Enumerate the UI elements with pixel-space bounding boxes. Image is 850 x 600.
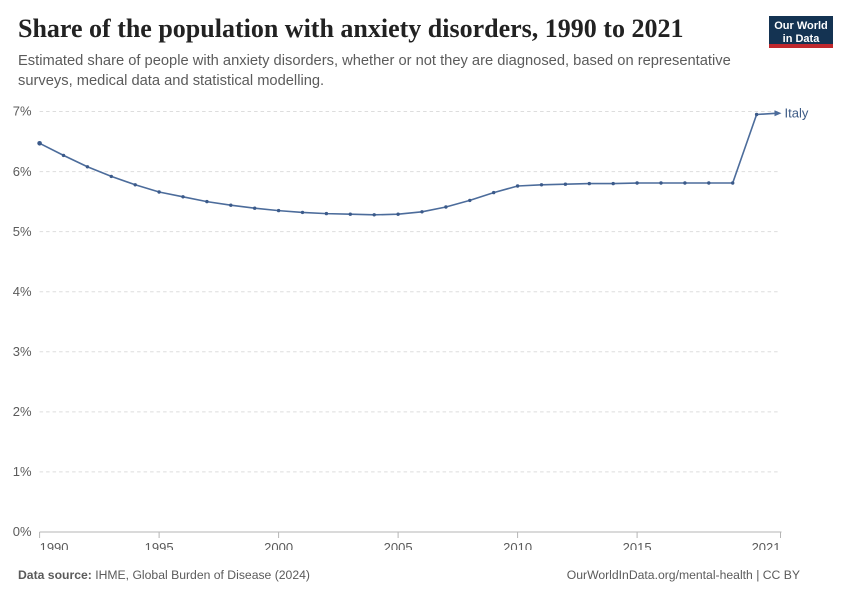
svg-text:2010: 2010 [503, 540, 532, 550]
svg-text:6%: 6% [13, 164, 32, 179]
svg-text:2021: 2021 [752, 540, 781, 550]
svg-text:2005: 2005 [384, 540, 413, 550]
svg-text:Italy: Italy [785, 106, 809, 121]
svg-text:5%: 5% [13, 224, 32, 239]
svg-text:1%: 1% [13, 464, 32, 479]
svg-text:1990: 1990 [40, 540, 69, 550]
svg-text:1995: 1995 [145, 540, 174, 550]
svg-text:3%: 3% [13, 344, 32, 359]
svg-text:7%: 7% [13, 104, 32, 119]
svg-text:2%: 2% [13, 404, 32, 419]
svg-text:4%: 4% [13, 284, 32, 299]
svg-text:2015: 2015 [623, 540, 652, 550]
svg-text:0%: 0% [13, 524, 32, 539]
svg-text:2000: 2000 [264, 540, 293, 550]
